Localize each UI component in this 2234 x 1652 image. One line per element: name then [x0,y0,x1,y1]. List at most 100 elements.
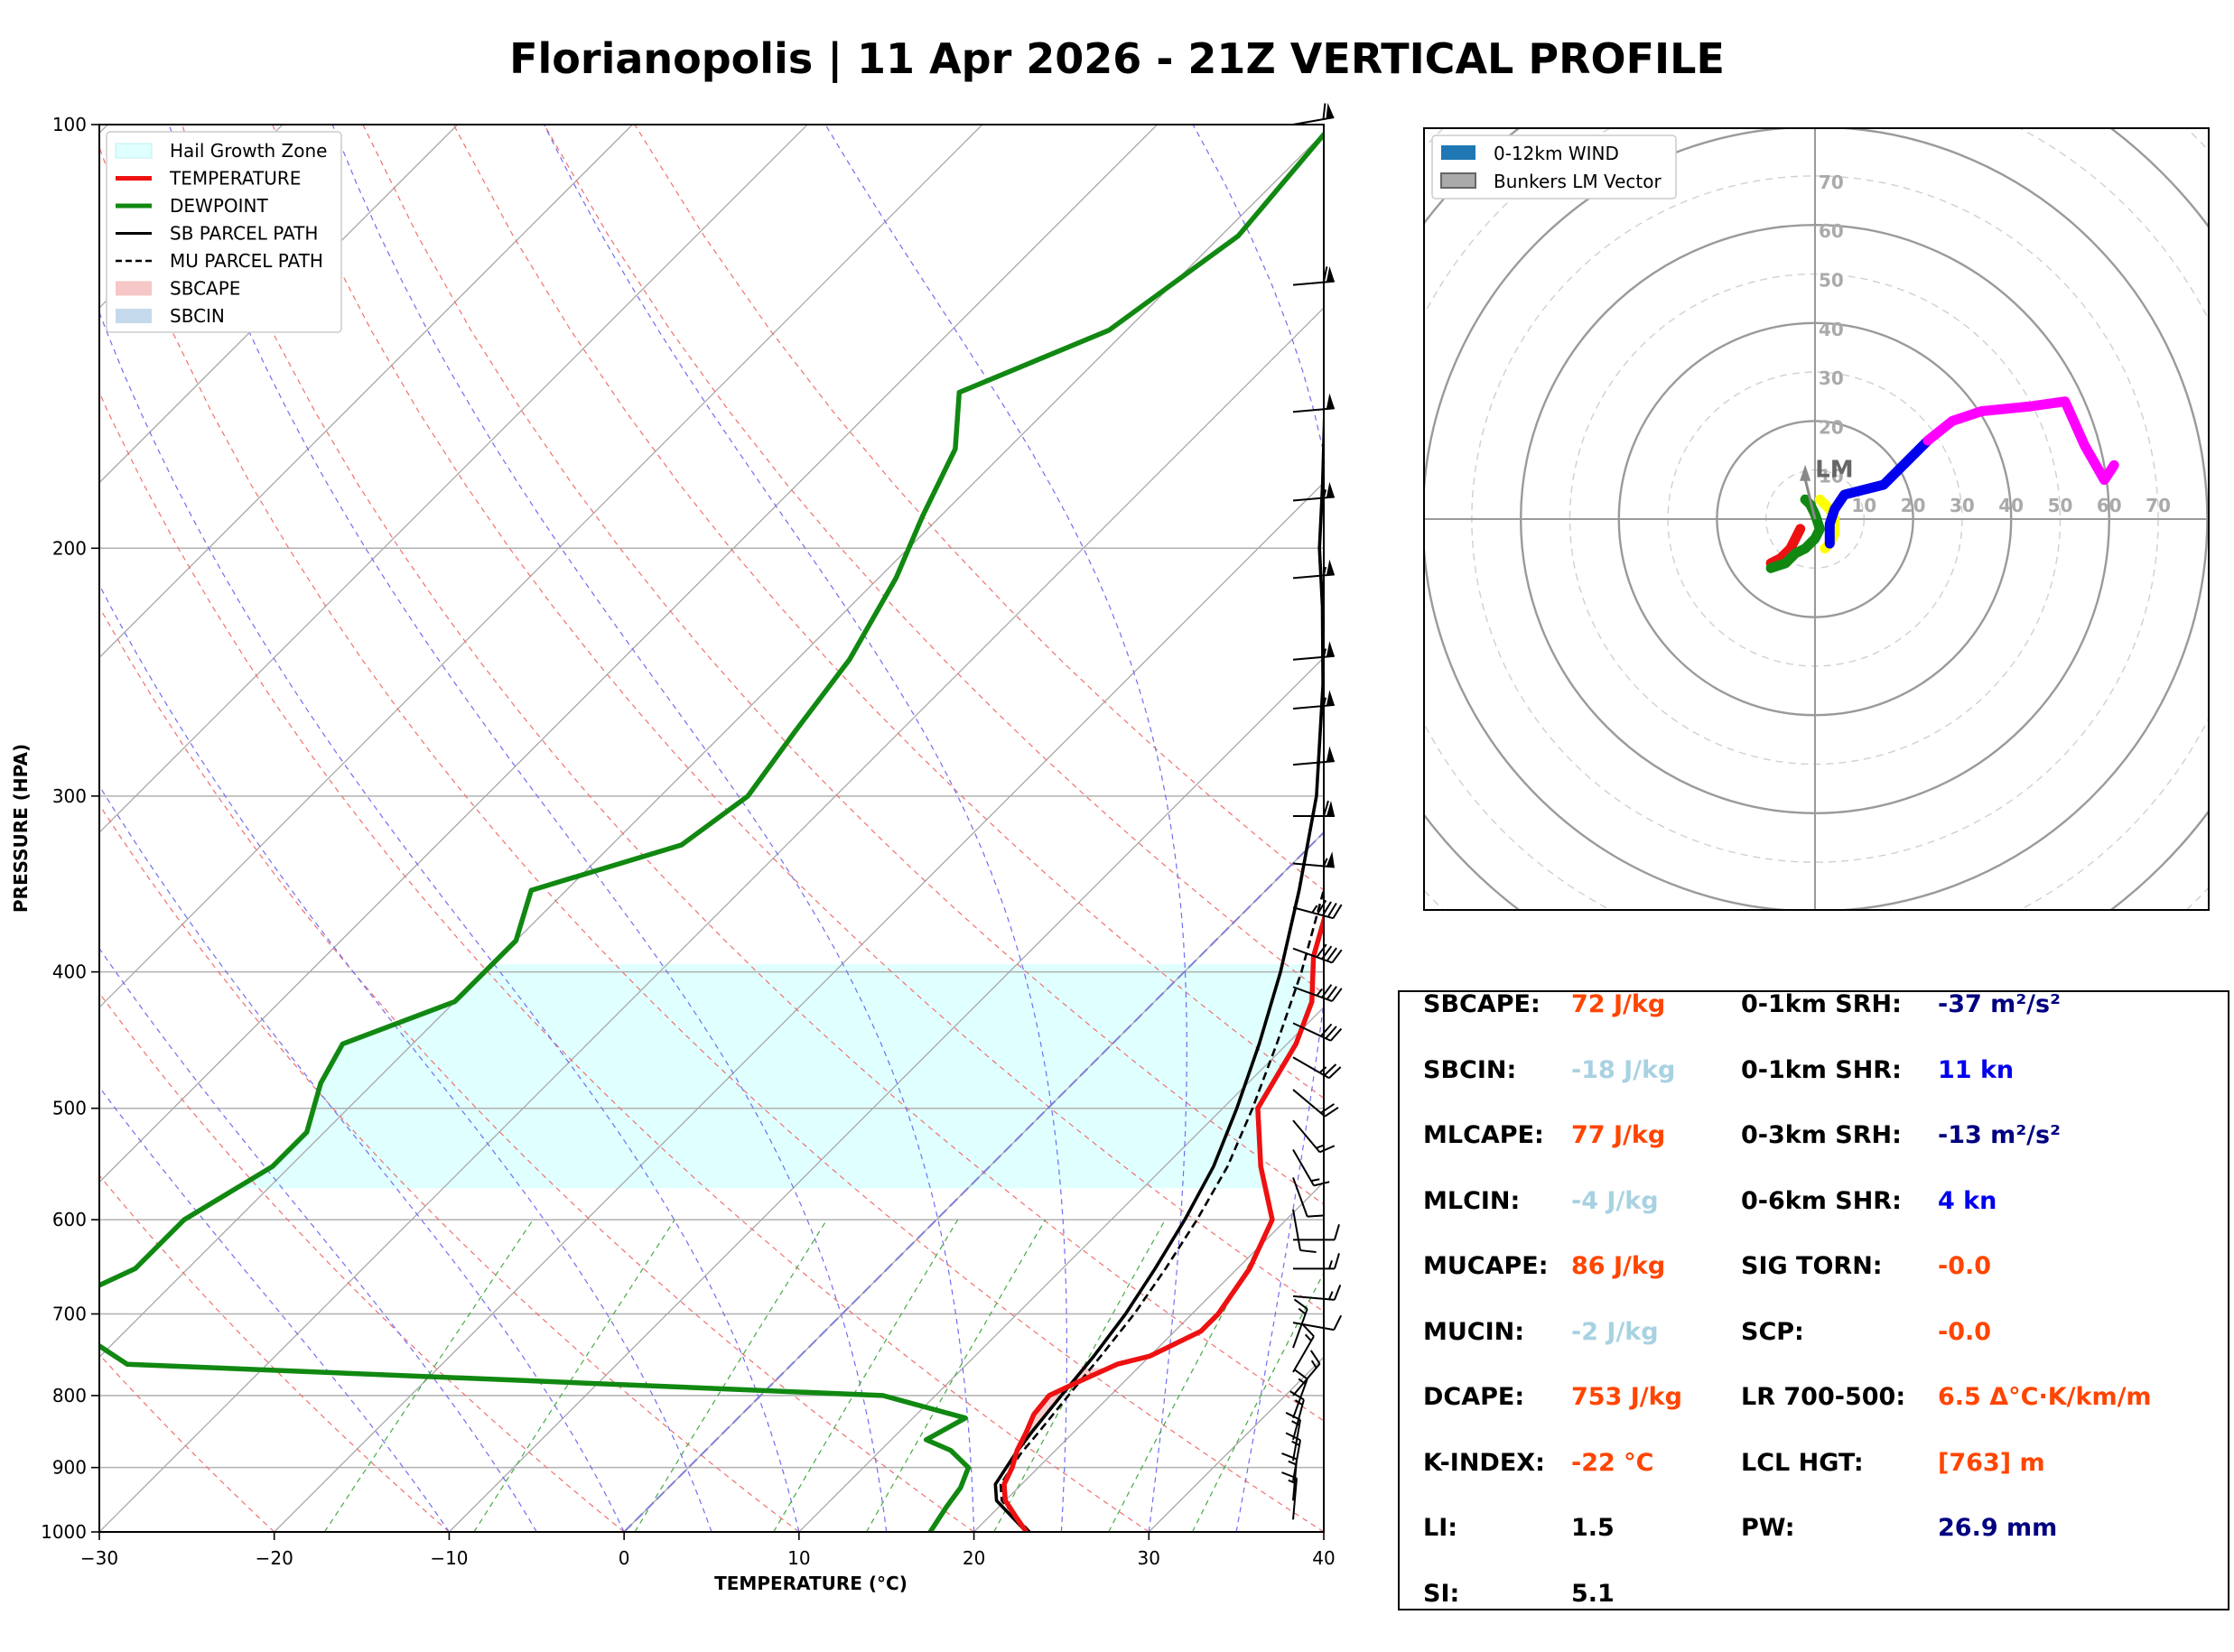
dewpoint-line [99,130,1324,1532]
x-tick-label: 20 [963,1547,985,1569]
wind-barb [1281,1471,1299,1520]
wind-barb-full [1333,1314,1343,1331]
moist-adiabat [824,125,1187,1532]
wind-barb [1281,1452,1299,1501]
index-label: 0-3km SRH: [1741,1121,1902,1149]
index-value: 26.9 mm [1938,1514,2058,1542]
skewt-legend-box [106,131,342,333]
ring-label-y: 60 [1819,220,1844,242]
y-tick-label: 500 [52,1098,87,1119]
index-value: -2 J/kg [1571,1317,1659,1346]
wind-barb-half [1311,905,1318,914]
y-tick-label: 800 [52,1385,87,1406]
y-tick-label: 900 [52,1457,87,1479]
moist-adiabat [543,125,1068,1532]
moist-adiabat [168,125,888,1532]
hodograph-segment [1765,524,1806,569]
index-label: SIG TORN: [1741,1252,1883,1280]
wind-barb-half [1291,1420,1300,1426]
wind-barb-half [1316,1144,1325,1149]
wind-barb-full [1281,1471,1298,1480]
wind-barb [1292,746,1335,766]
wind-barb-half [1328,1260,1333,1269]
wind-barb [1292,1298,1308,1349]
wind-barb-full [1326,947,1337,962]
wind-barb-full [1331,988,1343,1002]
index-label: LCL HGT: [1741,1448,1864,1477]
moist-adiabat [99,784,625,1532]
wind-barb [1292,266,1335,286]
wind-barb [1292,690,1335,710]
isotherm [99,125,633,659]
wind-barb [1292,899,1343,920]
ring-label-y: 30 [1819,367,1844,389]
hodograph-legend-box [1431,135,1677,200]
hodograph-ring [1424,128,2209,910]
wind-barb [1292,641,1335,661]
isotherm [99,307,1324,1532]
wind-barb-full [1334,1224,1340,1240]
wind-barb [1292,1369,1308,1419]
isotherm [274,481,1324,1532]
x-tick-label: 0 [619,1547,630,1569]
index-value: 753 J/kg [1571,1383,1682,1411]
isotherm [99,132,1324,1359]
hodograph-frame [1423,127,2210,911]
wind-barb-staff [1292,862,1335,868]
index-label: LI: [1423,1514,1458,1542]
index-value: 1.5 [1571,1514,1615,1542]
wind-barb-staff [1292,496,1335,502]
wind-barb-half [1298,1307,1307,1315]
index-label: K-INDEX: [1423,1448,1545,1477]
wind-barb-half [1322,489,1327,498]
index-value: -22 °C [1571,1448,1654,1477]
wind-barb-staff [1292,573,1335,580]
moist-adiabat [99,311,800,1532]
dry-adiabat [99,1353,275,1532]
ring-label-x: 20 [1901,495,1926,516]
wind-barb-full [1331,949,1343,964]
mixing-ratio-line [473,1219,675,1532]
index-label: DCAPE: [1423,1383,1525,1411]
wind-barb-full [1321,984,1333,998]
wind-barb-full [1332,904,1343,919]
bunkers-vector-head [1800,464,1811,481]
wind-barb-staff [1292,703,1335,710]
y-tick-label: 400 [52,961,87,983]
wind-barb [1292,1285,1342,1301]
ring-label-x: 30 [1950,495,1975,516]
wind-barb-staff [1292,760,1335,766]
wind-barb-full [1334,1253,1340,1269]
wind-barb [1293,800,1335,818]
wind-barb-full [1320,1103,1335,1114]
index-label: SI: [1423,1579,1460,1608]
wind-barb-staff [1292,1056,1330,1080]
mixing-ratio-line [634,1219,828,1532]
index-value: 5.1 [1571,1579,1615,1608]
wind-barb-staff [1292,1177,1308,1217]
moist-adiabat [99,583,712,1532]
wind-barb-full [1322,103,1326,120]
mixing-ratio-line [773,1219,959,1532]
x-axis-label: TEMPERATURE (°C) [714,1573,908,1594]
mixing-ratio-line [323,1219,534,1532]
x-tick-label: −30 [80,1547,118,1569]
ring-label-x: 10 [1851,495,1876,516]
y-tick-label: 200 [52,537,87,559]
wind-barb-full [1320,1023,1333,1037]
skewt-frame [98,124,1325,1533]
dry-adiabat [544,125,1324,995]
ring-label-y: 70 [1819,172,1844,193]
wind-barb-full [1323,800,1329,817]
hodograph-legend: 0-12km WIND Bunkers LM Vector [1431,135,1677,200]
hodograph-segment [1824,435,1933,549]
wind-barb [1293,1224,1340,1241]
legend-label: SBCIN [170,305,225,327]
wind-barb [1285,1412,1301,1462]
wind-barb-full [1307,1214,1324,1218]
wind-barb-staff [1292,1022,1332,1042]
isotherm [99,125,808,834]
wind-barb-staff [1292,1149,1315,1186]
hodograph-segment [1922,396,2119,486]
wind-barb [1292,943,1343,964]
